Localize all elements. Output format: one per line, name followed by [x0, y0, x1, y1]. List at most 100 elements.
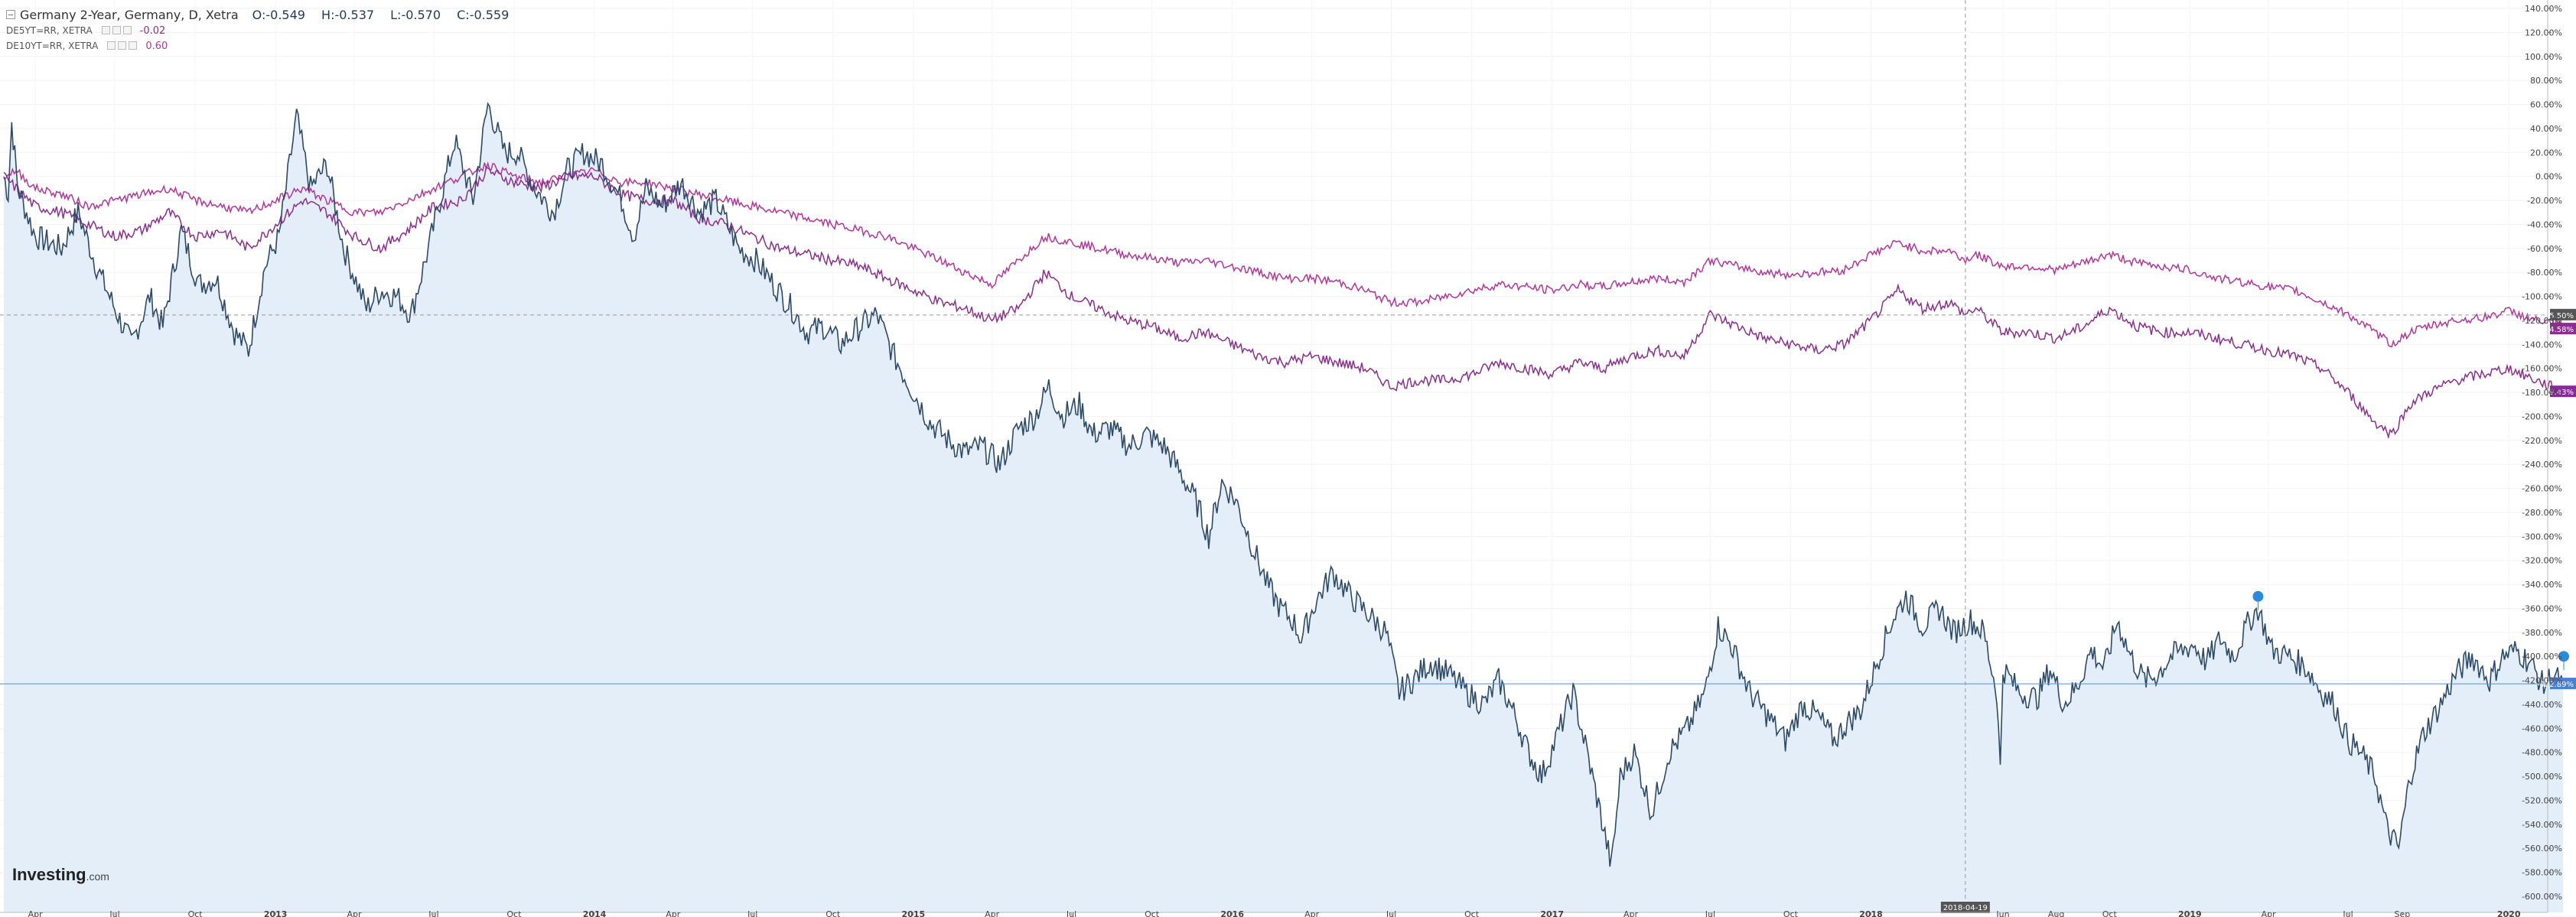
y-axis: 140.00% 120.00% 100.00% 80.00% 60.00% 40.00% 2…: [2522, 0, 2562, 912]
y-tick-label: -520.00%: [2522, 795, 2562, 805]
y-tick-label: 120.00%: [2525, 28, 2562, 37]
x-tick-label: Jul: [428, 909, 438, 917]
de10y-change-value: 0.60: [145, 40, 168, 52]
x-tick-label: Apr: [2262, 909, 2277, 917]
x-tick-label: Jul: [109, 909, 119, 917]
x-tick-label: 2014: [583, 909, 607, 917]
y-tick-label: -280.00%: [2522, 508, 2562, 518]
x-tick-label: Oct: [506, 909, 522, 917]
low-value: L:-0.570: [390, 7, 441, 22]
x-tick-label: Apr: [1304, 909, 1320, 917]
x-axis: Apr Jul Oct 2013 Apr Jul Oct 2014 Apr Jul Oct 2015 A…: [0, 909, 2548, 917]
x-tick-label: Oct: [826, 909, 841, 917]
x-tick-label: Apr: [347, 909, 362, 917]
de5y-low-last-label-bg: [2550, 385, 2576, 398]
y-tick-label: -380.00%: [2522, 628, 2562, 638]
y-tick-label: 100.00%: [2525, 52, 2562, 62]
legend-main-row[interactable]: Germany 2-Year, Germany, D, Xetra O:-0.5…: [6, 6, 521, 23]
y-tick-label: -560.00%: [2522, 844, 2562, 854]
y-tick-label: -260.00%: [2522, 484, 2562, 494]
investing-logo: Investing.com: [12, 865, 109, 884]
y-tick-label: -240.00%: [2522, 460, 2562, 470]
de5y-last-label: -124.58%: [2537, 326, 2574, 334]
x-tick-label: 2019: [2178, 909, 2202, 917]
crosshair-date-bg: [1940, 902, 1990, 913]
settings-icon[interactable]: [112, 26, 121, 34]
y-tick-label: -40.00%: [2527, 219, 2562, 229]
de5y-symbol-name: DE5YT=RR, XETRA: [6, 25, 93, 36]
ohlc-values: O:-0.549 H:-0.537 L:-0.570 C:-0.559: [252, 8, 522, 22]
x-tick-label: Oct: [2102, 909, 2118, 917]
y-tick-label: -60.00%: [2527, 244, 2562, 254]
x-tick-label: Oct: [1464, 909, 1480, 917]
x-tick-label: 2013: [264, 909, 288, 917]
de10y-last-label: -115.50%: [2537, 312, 2574, 320]
x-tick-label: 2016: [1220, 909, 1244, 917]
collapse-icon[interactable]: [6, 10, 15, 19]
x-tick-label: Jun: [1995, 909, 2009, 917]
main-last-label-bg: [2550, 678, 2576, 690]
y-tick-label: -160.00%: [2522, 364, 2562, 374]
crosshair-date-label: 2018-04-19: [1943, 904, 1988, 912]
x-tick-label: Jul: [1386, 909, 1396, 917]
de10y-series-line: [3, 161, 2564, 348]
event-marker-icon: [2558, 651, 2569, 662]
main-symbol-title: Germany 2-Year, Germany, D, Xetra: [20, 7, 239, 22]
main-last-label: -422.89%: [2537, 681, 2574, 689]
x-tick-label: Jul: [1705, 909, 1715, 917]
x-tick-label: Apr: [28, 909, 44, 917]
open-value: O:-0.549: [252, 7, 305, 22]
x-tick-label: Apr: [666, 909, 681, 917]
y-tick-label: -460.00%: [2522, 724, 2562, 733]
y-tick-label: 60.00%: [2530, 100, 2562, 110]
x-tick-label: Jul: [1066, 909, 1076, 917]
y-tick-label: -80.00%: [2527, 268, 2562, 278]
y-tick-label: -140.00%: [2522, 340, 2562, 350]
y-tick-label: -100.00%: [2522, 292, 2562, 302]
y-tick-label: 140.00%: [2525, 4, 2562, 14]
y-tick-label: 80.00%: [2530, 76, 2562, 86]
x-tick-label: Jul: [747, 909, 757, 917]
y-tick-label: -500.00%: [2522, 772, 2562, 782]
main-series-line: [3, 102, 2564, 867]
legend-de10y-row[interactable]: DE10YT=RR, XETRA 0.60: [6, 38, 521, 54]
x-tick-label: Oct: [188, 909, 204, 917]
x-tick-label: Oct: [1783, 909, 1799, 917]
de5y-controls: [101, 24, 134, 37]
y-tick-label: 20.00%: [2530, 148, 2562, 158]
y-tick-label: -180.00%: [2522, 388, 2562, 398]
y-tick-label: -420.00%: [2522, 676, 2562, 686]
x-tick-label: 2018: [1859, 909, 1883, 917]
de5y-series-line: [3, 166, 2564, 440]
x-tick-label: Jul: [2342, 909, 2353, 917]
legend-de5y-row[interactable]: DE5YT=RR, XETRA -0.02: [6, 23, 521, 38]
event-marker-icon: [2252, 590, 2264, 602]
x-tick-label: Apr: [1623, 909, 1639, 917]
y-tick-label: -20.00%: [2527, 196, 2562, 206]
eye-icon[interactable]: [101, 26, 110, 34]
de5y-change-value: -0.02: [139, 24, 166, 37]
close-icon[interactable]: [129, 41, 138, 50]
close-icon[interactable]: [122, 26, 132, 34]
y-tick-label: -200.00%: [2522, 411, 2562, 421]
de10y-last-label-bg: [2550, 308, 2576, 320]
y-tick-label: -220.00%: [2522, 436, 2562, 446]
y-tick-label: -440.00%: [2522, 700, 2562, 710]
y-tick-label: -120.00%: [2522, 316, 2562, 326]
chart-legend: Germany 2-Year, Germany, D, Xetra O:-0.5…: [6, 6, 521, 54]
settings-icon[interactable]: [118, 41, 127, 50]
y-tick-label: 40.00%: [2530, 124, 2562, 134]
y-tick-label: -360.00%: [2522, 603, 2562, 613]
eye-icon[interactable]: [107, 41, 116, 50]
close-value: C:-0.559: [457, 7, 510, 22]
x-tick-label: Aug: [2048, 909, 2064, 917]
de10y-controls: [107, 39, 139, 53]
x-tick-label: 2015: [902, 909, 926, 917]
de10y-symbol-name: DE10YT=RR, XETRA: [6, 41, 99, 51]
y-tick-label: -400.00%: [2522, 652, 2562, 662]
high-value: H:-0.537: [321, 7, 375, 22]
y-tick-label: -480.00%: [2522, 748, 2562, 758]
y-tick-label: -580.00%: [2522, 868, 2562, 878]
